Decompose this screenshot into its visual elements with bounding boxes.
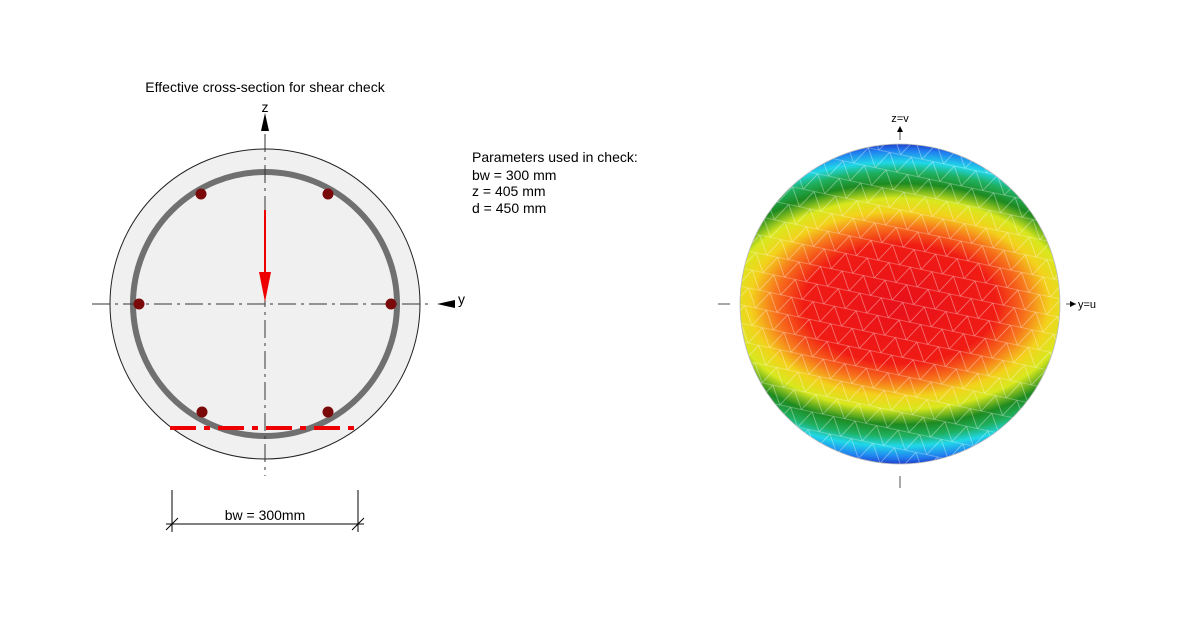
y-arrow [437,300,455,308]
parameter: d = 450 mm [472,200,546,216]
z-arrow [897,126,903,132]
dimension-label: bw = 300mm [225,507,306,523]
dimension [165,490,365,532]
stress-outline [739,143,1061,465]
parameter: z = 405 mm [472,183,546,199]
y-arrow [1070,301,1076,307]
shear-arrowhead [259,272,271,302]
stress-map [740,144,1060,464]
y-axis-label: y=u [1078,299,1096,311]
z-axis-label: z [262,99,269,115]
z-axis-label: z=v [891,113,909,125]
z-arrow [261,113,269,131]
panel-title: Effective cross-section for shear check [145,79,385,95]
parameters-heading: Parameters used in check: [472,149,638,165]
y-axis-label: y [458,291,465,307]
rebars [133,188,397,418]
parameter: bw = 300 mm [472,167,556,183]
